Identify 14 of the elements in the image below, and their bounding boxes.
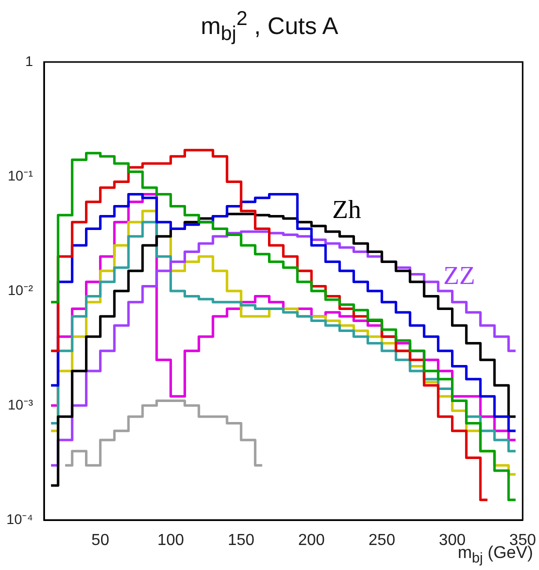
x-tick-label: 300 <box>438 532 466 550</box>
y-tick-label: 1 <box>25 52 34 69</box>
series-label: Zh <box>332 195 362 224</box>
y-tick-label: 10⁻¹ <box>8 167 34 184</box>
y-tick-label: 10⁻² <box>8 282 34 298</box>
x-tick-label: 250 <box>368 532 396 550</box>
x-tick-label: 50 <box>91 532 110 550</box>
x-tick-label: 200 <box>298 532 325 550</box>
series-label: ZZ <box>443 260 476 290</box>
y-tick-label: 10⁻³ <box>8 396 34 412</box>
y-tick-label: 10⁻⁴ <box>6 510 33 527</box>
x-tick-label: 150 <box>228 532 255 550</box>
chart-title: m$_{bj}$$^{2}$ , Cuts A <box>200 8 340 46</box>
x-tick-label: 100 <box>157 532 184 550</box>
